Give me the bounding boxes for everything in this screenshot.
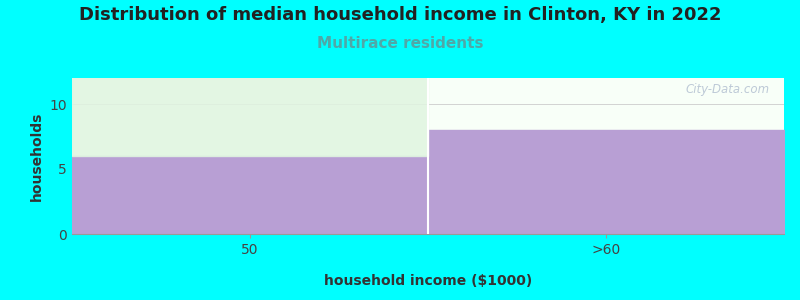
Text: Multirace residents: Multirace residents [317,36,483,51]
Text: household income ($1000): household income ($1000) [324,274,532,288]
Y-axis label: households: households [30,111,44,201]
Text: City-Data.com: City-Data.com [686,83,770,96]
Text: Distribution of median household income in Clinton, KY in 2022: Distribution of median household income … [78,6,722,24]
